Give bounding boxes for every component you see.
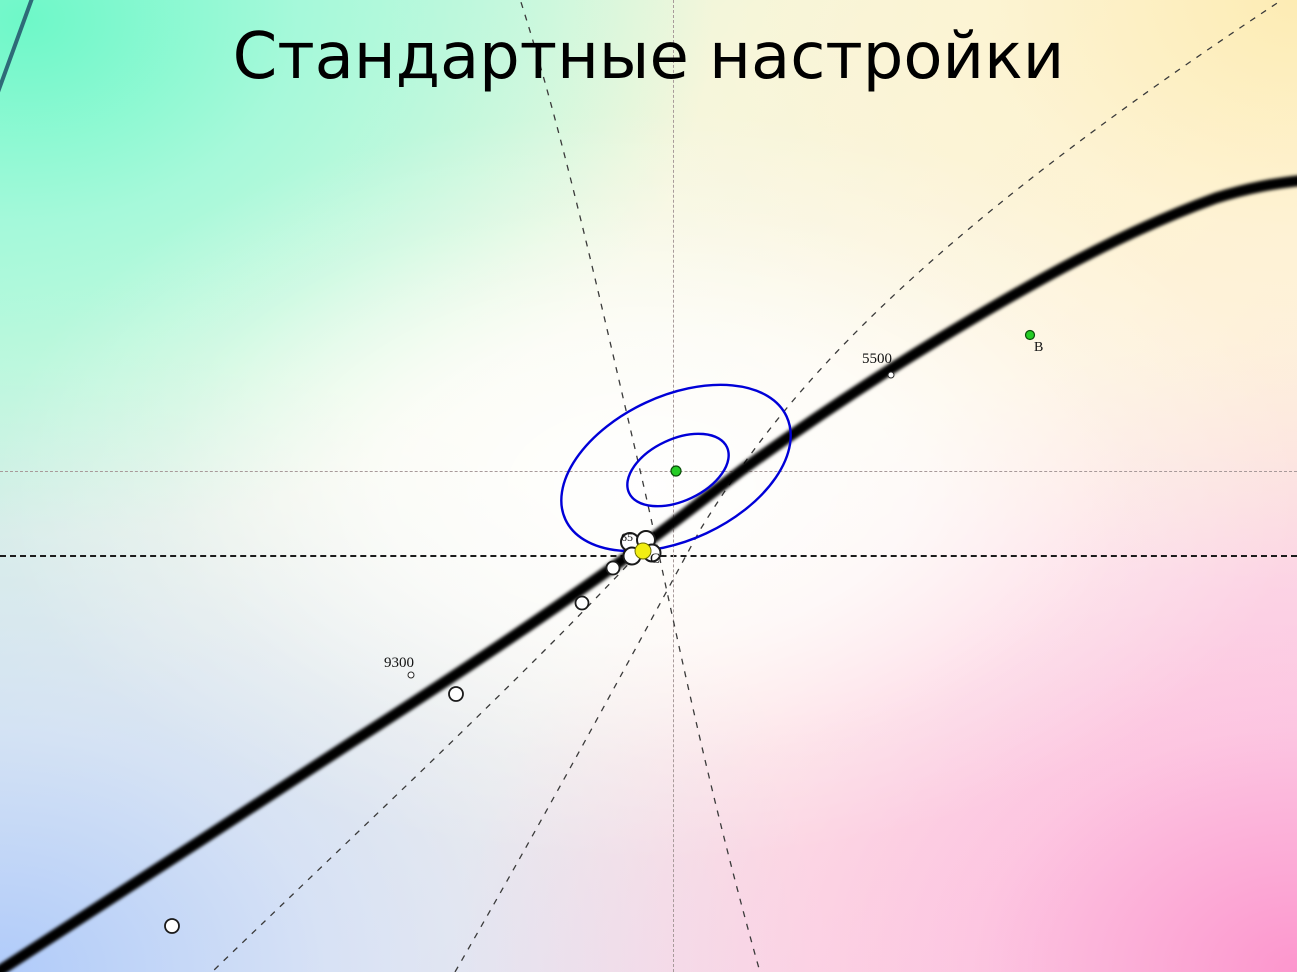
white-point-marker-d (164, 918, 180, 934)
locus-tick-5500 (887, 371, 895, 379)
green-center-dot[interactable] (670, 465, 682, 477)
spectral-locus-edge (0, 0, 34, 93)
isotemperature-line-center (519, 0, 761, 972)
label-illuminant-b: B (1034, 340, 1044, 355)
white-point-marker-a (605, 560, 621, 576)
label-temperature-9300: 9300 (384, 655, 414, 671)
locus-tick-9300 (407, 671, 415, 679)
isotemperature-line-upper-right (454, 0, 1284, 972)
tolerance-ellipse-inner (626, 432, 730, 508)
green-point-b-dot[interactable] (1024, 329, 1036, 341)
white-point-marker-b (574, 595, 590, 611)
tolerance-ellipse-outer (560, 383, 792, 553)
isotemperature-line-lower-left (211, 555, 637, 972)
label-illuminant-c: C (650, 551, 661, 567)
label-temperature-6500: 65 (621, 530, 633, 544)
selected-white-point-dot[interactable] (634, 542, 652, 560)
center-vertical-guide (673, 0, 674, 972)
label-temperature-5500: 5500 (862, 351, 892, 367)
page-title: Стандартные настройки (232, 20, 1065, 94)
white-point-marker-c (448, 686, 464, 702)
planckian-locus (0, 175, 1297, 972)
upper-horizontal-guide (0, 471, 1297, 472)
